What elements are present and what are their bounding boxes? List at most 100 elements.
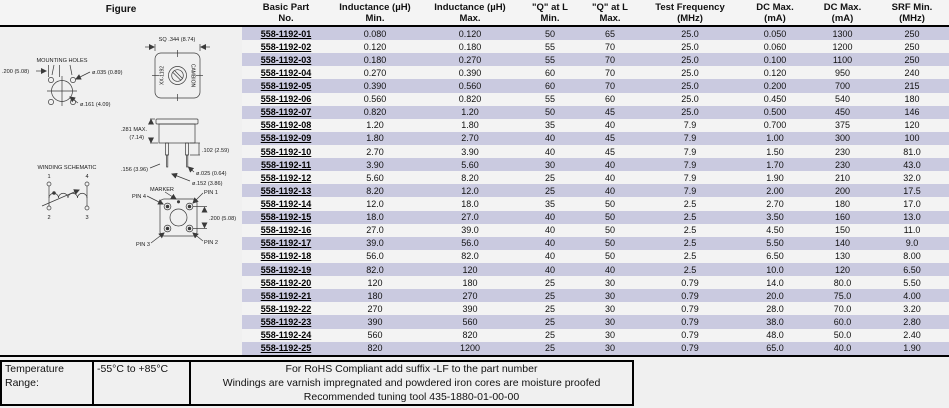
table-row: 558-1192-03 0.180 0.270 55 70 25.0 0.100 1100 25… <box>242 53 949 67</box>
cell-ind_max: 56.0 <box>420 236 520 250</box>
part-number-link[interactable]: 558-1192-16 <box>260 225 312 236</box>
technical-drawing: MOUNTING HOLES .200 (5.08) ø.035 (0.89) … <box>2 37 236 248</box>
cell-dc2: 230 <box>810 158 875 172</box>
cell-q_max: 40 <box>580 171 640 185</box>
col-header-line: Test Frequency <box>655 2 725 13</box>
cell-freq: 7.9 <box>640 118 740 132</box>
cell-ind_max: 0.180 <box>420 40 520 54</box>
part-number-link[interactable]: 558-1192-23 <box>260 316 312 327</box>
cell-q_max: 30 <box>580 328 640 342</box>
part-number-link[interactable]: 558-1192-08 <box>260 120 312 131</box>
cell-q_min: 50 <box>520 27 580 41</box>
cell-ind_max: 1.20 <box>420 105 520 119</box>
col-header-line: (mA) <box>831 13 854 24</box>
cell-q_min: 25 <box>520 302 580 316</box>
part-number-link[interactable]: 558-1192-05 <box>260 80 312 91</box>
cell-ind_min: 0.080 <box>330 27 420 41</box>
part-number-link[interactable]: 558-1192-14 <box>260 198 312 209</box>
cell-q_max: 70 <box>580 53 640 67</box>
cell-dc2: 1100 <box>810 53 875 67</box>
cell-q_min: 35 <box>520 118 580 132</box>
cell-q_max: 70 <box>580 79 640 93</box>
cell-ind_min: 39.0 <box>330 236 420 250</box>
cell-q_max: 50 <box>580 249 640 263</box>
cell-freq: 0.79 <box>640 289 740 303</box>
part-number-link[interactable]: 558-1192-03 <box>260 54 312 65</box>
part-number-link[interactable]: 558-1192-20 <box>260 277 312 288</box>
part-number-link[interactable]: 558-1192-18 <box>260 251 312 262</box>
cell-dc2: 130 <box>810 249 875 263</box>
cell-q_min: 25 <box>520 328 580 342</box>
cell-dc2: 50.0 <box>810 328 875 342</box>
part-series-text: XX-1192 <box>160 66 166 85</box>
part-number-link[interactable]: 558-1192-01 <box>260 28 312 39</box>
table-row: 558-1192-09 1.80 2.70 40 45 7.9 1.00 300 100 <box>242 131 949 145</box>
cell-freq: 7.9 <box>640 184 740 198</box>
part-number-link[interactable]: 558-1192-04 <box>260 67 312 78</box>
part-number-link[interactable]: 558-1192-19 <box>260 264 312 275</box>
part-number-link[interactable]: 558-1192-09 <box>260 133 312 144</box>
dia-035-label: ø.035 (0.89) <box>92 70 123 76</box>
part-number-link[interactable]: 558-1192-11 <box>260 159 312 170</box>
part-number-link[interactable]: 558-1192-21 <box>260 290 312 301</box>
part-number-link[interactable]: 558-1192-07 <box>260 107 312 118</box>
cell-q_min: 55 <box>520 92 580 106</box>
cell-srf: 17.0 <box>875 197 949 211</box>
cell-dc1: 1.90 <box>740 171 810 185</box>
cell-freq: 0.79 <box>640 341 740 355</box>
pin4-label: PIN 4 <box>132 194 146 200</box>
table-row: 558-1192-24 560 820 25 30 0.79 48.0 50.0 2.40 <box>242 328 949 342</box>
cell-dc1: 2.70 <box>740 197 810 211</box>
part-number-link[interactable]: 558-1192-22 <box>260 303 312 314</box>
part-number-cell: 558-1192-14 <box>242 197 330 211</box>
table-row: 558-1192-12 5.60 8.20 25 40 7.9 1.90 210 32.0 <box>242 171 949 185</box>
part-number-cell: 558-1192-19 <box>242 262 330 277</box>
part-number-cell: 558-1192-09 <box>242 131 330 145</box>
table-row: 558-1192-04 0.270 0.390 60 70 25.0 0.120 950 240 <box>242 66 949 80</box>
cell-ind_max: 180 <box>420 276 520 290</box>
part-number-link[interactable]: 558-1192-13 <box>260 185 312 196</box>
cell-dc1: 2.00 <box>740 184 810 198</box>
col-header-line: (mA) <box>764 13 786 24</box>
col-header-line: Basic Part <box>262 2 310 13</box>
cell-q_min: 40 <box>520 262 580 277</box>
part-number-link[interactable]: 558-1192-15 <box>260 212 312 223</box>
col-header-line: Inductance (µH) <box>339 2 411 13</box>
winding-schematic-label: WINDING SCHEMATIC <box>38 165 97 171</box>
cell-dc2: 950 <box>810 66 875 80</box>
part-number-link[interactable]: 558-1192-25 <box>260 343 312 354</box>
winding-pin-3: 3 <box>85 215 88 221</box>
part-number-link[interactable]: 558-1192-17 <box>260 238 312 249</box>
cell-dc1: 0.450 <box>740 92 810 106</box>
table-row: 558-1192-18 56.0 82.0 40 50 2.5 6.50 130 8.00 <box>242 249 949 263</box>
part-number-link[interactable]: 558-1192-10 <box>260 146 312 157</box>
part-number-link[interactable]: 558-1192-06 <box>260 94 312 105</box>
cell-ind_max: 5.60 <box>420 158 520 172</box>
part-number-link[interactable]: 558-1192-12 <box>260 172 312 183</box>
cell-q_max: 40 <box>580 118 640 132</box>
part-number-link[interactable]: 558-1192-02 <box>260 41 312 52</box>
pin1-label: PIN 1 <box>204 190 218 196</box>
part-number-cell: 558-1192-21 <box>242 289 330 303</box>
cell-dc1: 28.0 <box>740 302 810 316</box>
cell-dc2: 210 <box>810 171 875 185</box>
cell-ind_max: 8.20 <box>420 171 520 185</box>
part-number-cell: 558-1192-01 <box>242 27 330 41</box>
parts-table-body: 558-1192-01 0.080 0.120 50 65 25.0 0.050 1300 25… <box>242 27 949 355</box>
part-number-link[interactable]: 558-1192-24 <box>260 330 312 341</box>
col-header-dc-max-2: DC Max. (mA) <box>810 0 875 25</box>
cell-ind_max: 39.0 <box>420 223 520 237</box>
cell-dc2: 40.0 <box>810 341 875 355</box>
part-number-cell: 558-1192-12 <box>242 171 330 185</box>
temperature-range-value: -55°C to +85°C <box>92 360 191 406</box>
cell-srf: 43.0 <box>875 158 949 172</box>
winding-pin-2: 2 <box>47 215 50 221</box>
table-row: 558-1192-25 820 1200 25 30 0.79 65.0 40.0 1.90 <box>242 341 949 355</box>
cell-dc2: 70.0 <box>810 302 875 316</box>
part-number-cell: 558-1192-22 <box>242 302 330 316</box>
cell-ind_min: 0.390 <box>330 79 420 93</box>
winding-pin-4: 4 <box>85 174 88 180</box>
dia-161-label: ø.161 (4.09) <box>80 102 111 108</box>
cell-freq: 2.5 <box>640 223 740 237</box>
part-number-cell: 558-1192-23 <box>242 315 330 329</box>
